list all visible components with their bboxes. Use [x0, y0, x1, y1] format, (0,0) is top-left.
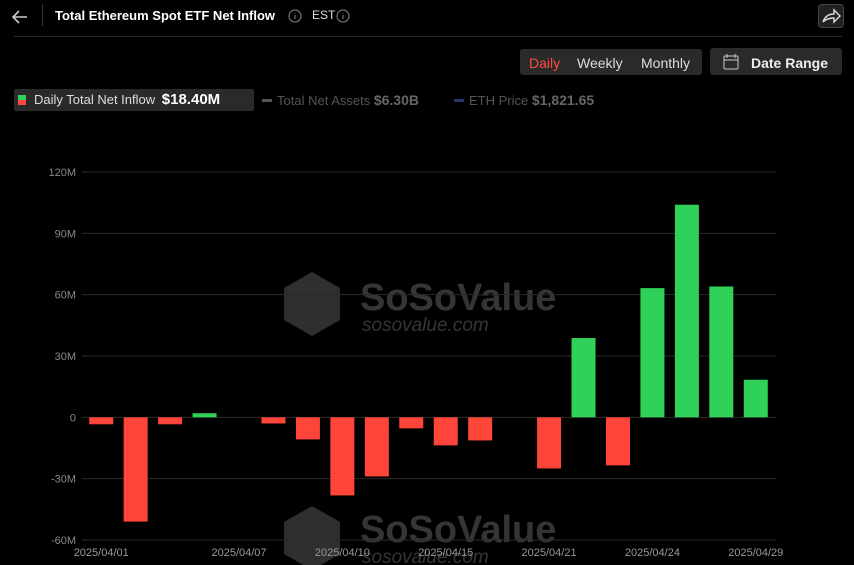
x-tick-label: 2025/04/29	[728, 547, 783, 559]
bar	[640, 288, 665, 418]
bar	[399, 417, 424, 429]
watermark-brand: SoSoValue	[360, 277, 556, 319]
y-tick-label: -60M	[51, 535, 76, 547]
x-tick-label: 2025/04/24	[625, 547, 680, 559]
bar	[674, 204, 699, 418]
legend-item[interactable]: Total Net Assets $6.30B	[262, 89, 419, 111]
bar	[364, 417, 389, 477]
bar	[89, 417, 114, 425]
y-tick-label: 30M	[55, 351, 76, 363]
info-icon[interactable]	[288, 9, 302, 23]
y-tick-label: -30M	[51, 474, 76, 486]
bar	[158, 417, 183, 425]
calendar-icon	[723, 54, 739, 70]
bar	[261, 417, 286, 424]
x-tick-label: 2025/04/21	[522, 547, 577, 559]
bar	[433, 417, 458, 446]
legend-value: $6.30B	[373, 92, 419, 108]
x-tick-label: 2025/04/01	[74, 547, 129, 559]
bar	[468, 417, 493, 441]
legend-name: Total Net Assets	[277, 93, 371, 108]
separator	[14, 36, 842, 37]
bar	[743, 379, 768, 418]
y-tick-label: 90M	[55, 228, 76, 240]
share-button[interactable]	[818, 4, 844, 28]
watermark-brand: SoSoValue	[360, 509, 556, 551]
divider	[42, 4, 43, 26]
bar	[571, 338, 596, 418]
bar	[295, 417, 320, 440]
bar	[709, 286, 734, 418]
date-range-label[interactable]: Date Range	[751, 55, 829, 71]
legend-name: Daily Total Net Inflow	[34, 92, 156, 107]
tab-daily[interactable]: Daily	[529, 55, 561, 71]
legend-value: $1,821.65	[531, 92, 595, 108]
legend-item[interactable]: Daily Total Net Inflow $18.40M	[14, 89, 254, 111]
watermark: SoSoValue sosovalue.com SoSoValue sosova…	[284, 272, 556, 565]
y-tick-label: 0	[70, 412, 76, 424]
y-tick-label: 60M	[55, 290, 76, 302]
bar	[537, 417, 562, 469]
legend-item[interactable]: ETH Price $1,821.65	[454, 89, 594, 111]
x-tick-label: 2025/04/10	[315, 547, 370, 559]
tab-group	[520, 49, 702, 75]
title: Total Ethereum Spot ETF Net Inflow	[55, 8, 276, 23]
back-icon[interactable]	[10, 8, 30, 26]
watermark-url: sosovalue.com	[362, 547, 489, 565]
timezone: EST	[312, 8, 336, 22]
x-tick-label: 2025/04/15	[418, 547, 473, 559]
watermark-url: sosovalue.com	[362, 315, 489, 336]
x-tick-label: 2025/04/07	[211, 547, 266, 559]
info-icon[interactable]	[336, 9, 350, 23]
bar	[192, 413, 217, 418]
tab-weekly[interactable]: Weekly	[577, 55, 623, 71]
tab-monthly[interactable]: Monthly	[641, 55, 691, 71]
y-tick-label: 120M	[48, 167, 76, 179]
legend-value: $18.40M	[161, 91, 221, 108]
bar	[605, 417, 630, 466]
legend-name: ETH Price	[469, 93, 529, 108]
bar	[330, 417, 355, 496]
bar	[123, 417, 148, 522]
date-range-button[interactable]	[710, 48, 842, 75]
